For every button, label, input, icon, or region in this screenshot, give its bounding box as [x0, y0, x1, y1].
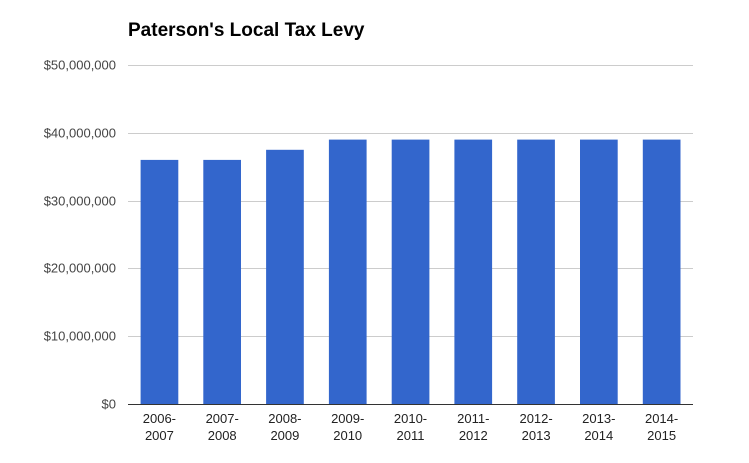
bar	[391, 139, 430, 404]
bar	[454, 139, 493, 404]
bar	[203, 159, 241, 404]
x-tick-label: 2008-2009	[268, 411, 301, 443]
x-tick-label: 2007-2008	[206, 411, 239, 443]
bar	[266, 149, 304, 405]
y-tick-label: $30,000,000	[44, 194, 116, 209]
y-tick-label: $40,000,000	[44, 126, 116, 141]
bars	[140, 139, 681, 405]
x-tick-label: 2013-2014	[582, 411, 615, 443]
y-tick-label: $20,000,000	[44, 261, 116, 276]
x-tick-label: 2010-2011	[394, 411, 427, 443]
x-tick-label: 2009-2010	[331, 411, 364, 443]
x-tick-label: 2014-2015	[645, 411, 678, 443]
x-tick-label: 2011-2012	[457, 411, 489, 443]
x-tick-label: 2006-2007	[143, 411, 176, 443]
y-tick-label: $10,000,000	[44, 329, 116, 344]
x-axis-tick-labels: 2006-2007 2007-2008 2008-2009 2009-2010 2010…	[143, 411, 678, 443]
y-tick-label: $50,000,000	[44, 58, 116, 73]
bar	[580, 139, 618, 404]
y-tick-label: $0	[102, 397, 116, 412]
chart-title: Paterson's Local Tax Levy	[128, 20, 365, 41]
bar	[140, 159, 179, 404]
bar	[328, 139, 367, 404]
x-tick-label: 2012-2013	[519, 411, 552, 443]
y-axis-tick-labels: $0 $10,000,000 $20,000,000 $30,000,000 $40,0…	[44, 58, 116, 412]
bar	[517, 139, 555, 404]
bar	[642, 139, 681, 404]
